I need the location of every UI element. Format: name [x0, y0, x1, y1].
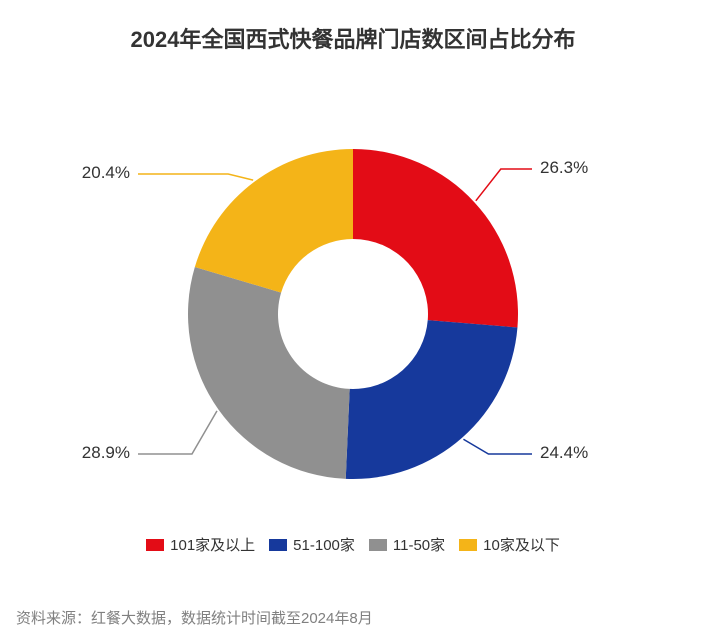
legend-label-3: 10家及以下 [483, 534, 560, 555]
legend-swatch-3 [459, 539, 477, 551]
legend: 101家及以上 51-100家 11-50家 10家及以下 [0, 534, 706, 555]
slice-label-0: 26.3% [540, 158, 588, 178]
donut-slice-3 [195, 149, 353, 293]
legend-item-0: 101家及以上 [146, 534, 255, 555]
donut-slice-2 [188, 267, 350, 479]
leader-line-1 [463, 439, 532, 454]
leader-line-2 [138, 411, 217, 454]
source-text: 资料来源：红餐大数据，数据统计时间截至2024年8月 [16, 607, 373, 628]
legend-label-1: 51-100家 [293, 534, 355, 555]
legend-item-1: 51-100家 [269, 534, 355, 555]
legend-swatch-0 [146, 539, 164, 551]
leader-line-3 [138, 174, 253, 180]
leader-line-0 [476, 169, 532, 201]
donut-chart: 26.3% 24.4% 28.9% 20.4% [0, 54, 706, 534]
donut-slice-1 [346, 320, 518, 479]
slice-label-3: 20.4% [82, 163, 130, 183]
chart-title: 2024年全国西式快餐品牌门店数区间占比分布 [0, 0, 706, 54]
legend-label-2: 11-50家 [393, 534, 445, 555]
legend-swatch-2 [369, 539, 387, 551]
legend-item-2: 11-50家 [369, 534, 445, 555]
legend-label-0: 101家及以上 [170, 534, 255, 555]
legend-swatch-1 [269, 539, 287, 551]
legend-item-3: 10家及以下 [459, 534, 560, 555]
donut-slice-0 [353, 149, 518, 327]
slice-label-1: 24.4% [540, 443, 588, 463]
slice-label-2: 28.9% [82, 443, 130, 463]
